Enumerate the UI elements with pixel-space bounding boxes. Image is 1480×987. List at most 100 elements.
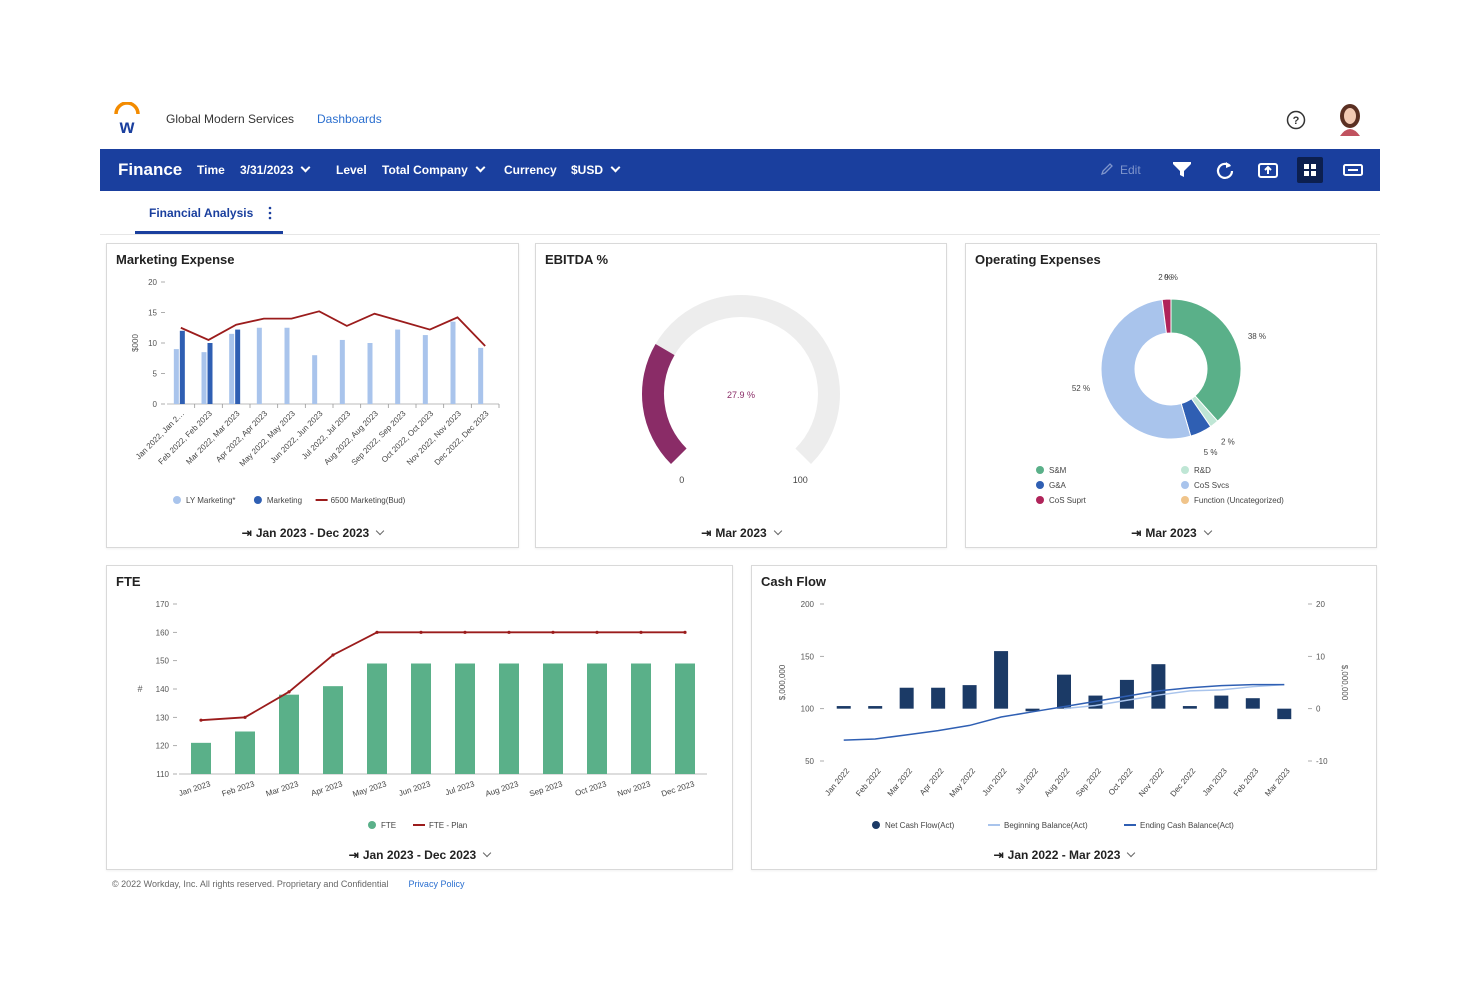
level-value: Total Company — [382, 163, 468, 177]
x-tick-label: Mar 2022 — [886, 766, 915, 798]
time-select[interactable]: 3/31/2023 — [240, 162, 311, 177]
more-vertical-icon[interactable] — [268, 205, 272, 221]
y-tick-label: 130 — [156, 713, 170, 722]
dashboards-link[interactable]: Dashboards — [317, 112, 382, 126]
legend-label: Net Cash Flow(Act) — [885, 821, 955, 830]
finance-toolbar: Finance Time 3/31/2023 Level Total Compa… — [100, 149, 1380, 191]
level-select[interactable]: Total Company — [382, 162, 486, 177]
x-tick-label: Feb 2022 — [854, 766, 883, 798]
period-label: Jan 2023 - Dec 2023 — [255, 526, 370, 540]
bar-ly-marketing — [312, 355, 318, 404]
x-tick-label: Nov 2023 — [616, 779, 652, 798]
period-selector[interactable]: ⇥ Mar 2023 — [966, 526, 1376, 540]
plan-point — [199, 718, 203, 722]
slice-label: 0 % — [1164, 273, 1178, 282]
x-tick-label: Feb 2023 — [1232, 766, 1261, 798]
panel-title: Cash Flow — [761, 574, 827, 589]
edit-label: Edit — [1120, 163, 1141, 177]
legend-label: Function (Uncategorized) — [1194, 496, 1284, 505]
privacy-policy-link[interactable]: Privacy Policy — [408, 879, 465, 889]
ebitda-gauge: 27.9 % 0 100 — [642, 295, 840, 485]
chevron-down-icon — [1127, 848, 1136, 858]
marketing-expense-panel: Marketing Expense 20 15 10 5 0 $000 Jan 2022, … — [106, 243, 519, 548]
x-tick-label: Apr 2022, Apr 2023 — [214, 409, 270, 465]
y-tick-label: 140 — [156, 685, 170, 694]
y2-tick-label: -10 — [1316, 757, 1328, 766]
bar-fte — [411, 663, 431, 774]
period-label: Mar 2023 — [1145, 526, 1197, 540]
y-axis-label: $000 — [131, 334, 140, 352]
bar-ly-marketing — [395, 329, 401, 404]
x-tick-label: Aug 2022 — [1043, 766, 1072, 798]
plan-point — [331, 653, 335, 657]
date-range-icon: ⇥ — [701, 526, 712, 540]
bar-fte — [279, 694, 299, 774]
presentation-icon[interactable] — [1340, 157, 1366, 183]
bar-net-cash-flow — [1119, 679, 1134, 709]
period-label: Jan 2023 - Dec 2023 — [362, 848, 477, 862]
refresh-icon[interactable] — [1212, 157, 1238, 183]
gauge-track — [642, 295, 840, 464]
y2-tick-label: 10 — [1316, 652, 1325, 661]
bar-fte — [587, 663, 607, 774]
bar-ly-marketing — [478, 347, 484, 404]
period-selector[interactable]: ⇥ Jan 2023 - Dec 2023 — [107, 526, 518, 540]
tab-financial-analysis[interactable]: Financial Analysis — [135, 193, 283, 234]
slice-label: 2 % — [1221, 437, 1235, 446]
operating-expenses-donut: 38 %2 %5 %52 %2 %0 %S&M R&DG&A CoS SvcsCoS… — [1036, 273, 1284, 505]
org-name: Global Modern Services — [166, 112, 295, 126]
fte-chart: 170 160 150 140 130 120 110 # Jan 2023 Feb 2023 Ma… — [137, 600, 707, 830]
avatar[interactable] — [1336, 102, 1364, 136]
panel-title: FTE — [116, 574, 141, 589]
filter-icon[interactable] — [1169, 157, 1195, 183]
legend-swatch — [173, 496, 181, 504]
period-selector[interactable]: ⇥ Jan 2023 - Dec 2023 — [107, 848, 732, 862]
footer: © 2022 Workday, Inc. All rights reserved… — [112, 879, 464, 889]
legend-swatch — [1181, 481, 1189, 489]
bar-ly-marketing — [229, 333, 235, 404]
line-beginning-balance — [1063, 683, 1285, 710]
bar-net-cash-flow — [1277, 708, 1292, 720]
x-tick-label: Jan 2023 — [1201, 766, 1229, 797]
currency-value: $USD — [571, 163, 604, 177]
tab-label: Financial Analysis — [149, 206, 254, 220]
time-value: 3/31/2023 — [240, 163, 294, 177]
legend-swatch — [872, 821, 880, 829]
x-tick-label: Dec 2022 — [1168, 766, 1197, 798]
legend-label: LY Marketing* — [186, 496, 236, 505]
x-tick-label: May 2022 — [948, 766, 978, 799]
copyright-text: © 2022 Workday, Inc. All rights reserved… — [112, 879, 389, 889]
chevron-down-icon — [610, 162, 621, 173]
edit-button[interactable]: Edit — [1100, 162, 1141, 177]
x-tick-label: Jan 2023 — [178, 779, 213, 798]
plan-point — [419, 630, 423, 634]
currency-label: Currency — [504, 163, 557, 177]
line-ending-balance — [843, 683, 1285, 741]
period-selector[interactable]: ⇥ Mar 2023 — [536, 526, 946, 540]
period-selector[interactable]: ⇥ Jan 2022 - Mar 2023 — [752, 848, 1376, 862]
help-icon[interactable]: ? — [1286, 110, 1306, 130]
bar-ly-marketing — [339, 339, 345, 404]
bar-net-cash-flow — [899, 687, 914, 709]
grid-view-icon[interactable] — [1297, 157, 1323, 183]
bar-fte — [235, 731, 255, 774]
y-tick-label: 150 — [801, 652, 815, 661]
chevron-down-icon — [375, 526, 385, 536]
gauge-value-label: 27.9 % — [727, 390, 755, 400]
y-tick-label: 100 — [801, 705, 815, 714]
x-tick-label: Jul 2022 — [1014, 766, 1041, 795]
bar-marketing — [179, 330, 185, 404]
currency-select[interactable]: $USD — [571, 162, 621, 177]
legend-label: FTE — [381, 821, 396, 830]
y-tick-label: 120 — [156, 742, 170, 751]
bar-net-cash-flow — [1025, 708, 1040, 712]
workday-logo[interactable]: w — [112, 102, 142, 136]
bar-net-cash-flow — [994, 651, 1009, 709]
x-tick-label: Mar 2023 — [265, 779, 300, 798]
toolbar-title: Finance — [118, 160, 183, 179]
export-icon[interactable] — [1255, 157, 1281, 183]
date-range-icon: ⇥ — [993, 848, 1004, 862]
slice-label: 38 % — [1248, 332, 1266, 341]
x-tick-label: Feb 2023 — [221, 779, 256, 798]
bar-ly-marketing — [450, 321, 456, 404]
